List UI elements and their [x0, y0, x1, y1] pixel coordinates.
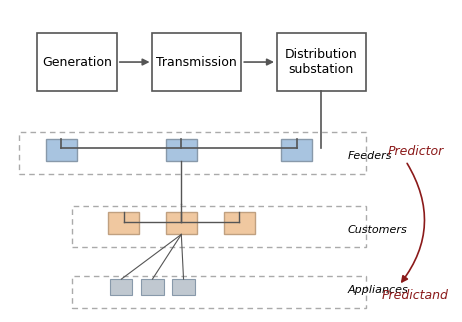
FancyBboxPatch shape: [141, 279, 164, 295]
FancyBboxPatch shape: [172, 279, 195, 295]
Text: Distribution
substation: Distribution substation: [285, 48, 358, 76]
FancyBboxPatch shape: [224, 212, 255, 234]
FancyBboxPatch shape: [37, 33, 117, 91]
Text: Predictand: Predictand: [381, 289, 448, 302]
FancyBboxPatch shape: [152, 33, 241, 91]
FancyBboxPatch shape: [110, 279, 133, 295]
FancyBboxPatch shape: [108, 212, 139, 234]
FancyBboxPatch shape: [166, 212, 197, 234]
FancyBboxPatch shape: [277, 33, 366, 91]
Text: Predictor: Predictor: [388, 145, 444, 158]
Text: Generation: Generation: [42, 55, 112, 69]
Text: Feeders: Feeders: [348, 151, 392, 161]
FancyBboxPatch shape: [281, 139, 312, 161]
Text: Transmission: Transmission: [157, 55, 237, 69]
FancyBboxPatch shape: [166, 139, 197, 161]
FancyBboxPatch shape: [46, 139, 77, 161]
Text: Appliances: Appliances: [348, 285, 409, 295]
Text: Customers: Customers: [348, 225, 407, 235]
